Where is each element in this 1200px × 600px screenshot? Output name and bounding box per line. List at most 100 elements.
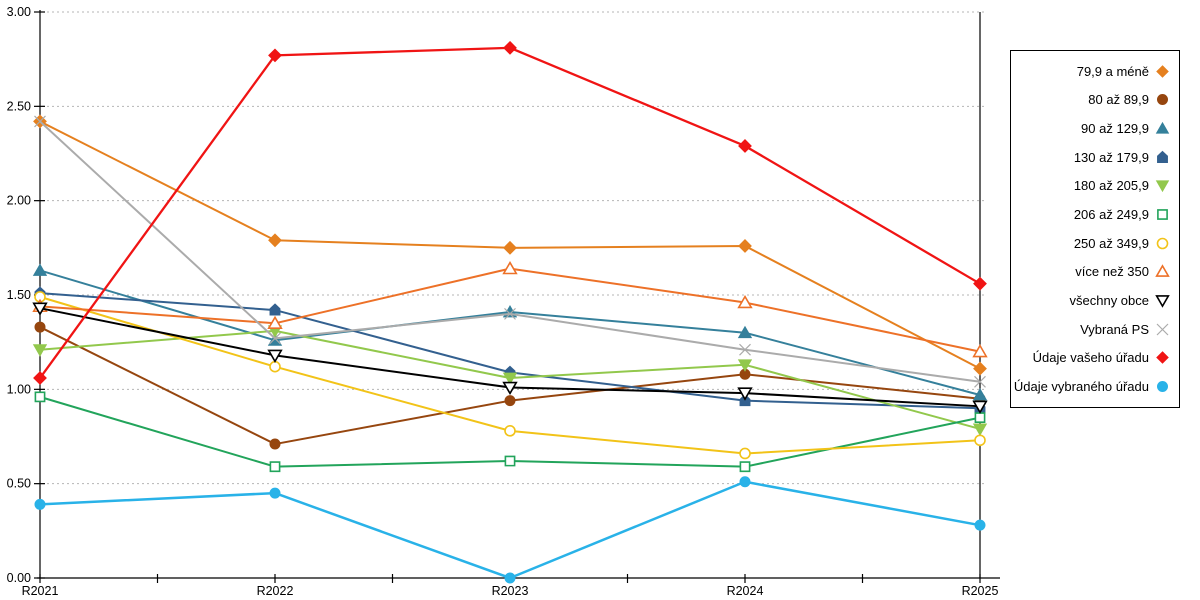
marker <box>972 387 988 401</box>
marker <box>974 519 986 531</box>
marker <box>1156 237 1169 250</box>
marker <box>32 302 48 316</box>
legend-item-label: 130 až 179,9 <box>1073 149 1149 165</box>
marker <box>269 487 281 499</box>
triangle-down-legend-icon <box>1155 180 1170 193</box>
x-tick-label: R2025 <box>962 584 999 598</box>
legend-item: 80 až 89,9 <box>1015 92 1171 107</box>
marker <box>34 321 46 333</box>
legend-item: 250 až 349,9 <box>1015 236 1171 251</box>
legend-item: 180 až 205,9 <box>1015 178 1171 193</box>
series-8 <box>32 302 988 414</box>
marker <box>32 263 48 276</box>
axes: 0.00 0.50 1.00 1.50 2.00 2.50 3.00 R2021 R2022 R2… <box>7 5 1000 598</box>
x-tick-label: R2023 <box>492 584 529 598</box>
legend-item-label: 90 až 129,9 <box>1081 121 1149 137</box>
legend-item: všechny obce <box>1015 293 1171 308</box>
marker <box>34 115 46 128</box>
marker <box>267 315 283 330</box>
marker <box>737 325 753 339</box>
diamond-legend-icon <box>1156 351 1169 365</box>
marker <box>269 303 281 316</box>
marker <box>737 387 753 401</box>
legend-item: Vybraná PS <box>1015 322 1171 337</box>
marker <box>1156 65 1169 78</box>
marker <box>269 461 281 473</box>
pentagon-legend-icon <box>1157 150 1168 163</box>
circle-legend-icon <box>1157 381 1168 393</box>
marker <box>1155 264 1170 278</box>
marker <box>1155 295 1170 308</box>
marker <box>973 276 987 291</box>
series-0 <box>33 114 987 376</box>
circle-legend-icon <box>1157 94 1168 106</box>
marker <box>739 447 751 460</box>
marker <box>1156 323 1169 336</box>
y-tick-label: 3.00 <box>7 5 31 19</box>
legend-item-label: 79,9 a méně <box>1076 63 1149 79</box>
legend-item: Údaje vašeho úřadu <box>1015 350 1171 365</box>
legend-item: 79,9 a méně <box>1015 64 1171 79</box>
marker <box>974 375 986 388</box>
marker <box>267 333 283 346</box>
marker <box>974 412 986 424</box>
x-legend-icon <box>1156 323 1169 336</box>
legend: 79,9 a méně 80 až 89,9 90 až 129,9 130 až 1… <box>1010 50 1180 408</box>
marker <box>32 344 48 357</box>
legend-item-label: 80 až 89,9 <box>1088 92 1149 108</box>
marker <box>1155 180 1170 193</box>
triangle-down-legend-icon <box>1155 295 1170 308</box>
series-9 <box>34 115 986 388</box>
marker <box>269 360 281 373</box>
marker <box>504 572 516 584</box>
marker <box>504 455 516 467</box>
x-tick-label: R2021 <box>22 584 59 598</box>
marker <box>34 498 46 510</box>
series-line <box>39 480 981 580</box>
legend-item: 90 až 129,9 <box>1015 121 1171 136</box>
marker <box>268 233 282 248</box>
series-10 <box>33 40 987 385</box>
marker <box>268 48 282 63</box>
marker <box>269 438 281 450</box>
gridlines <box>37 11 986 485</box>
marker <box>973 361 987 376</box>
triangle-up-legend-icon <box>1155 122 1170 134</box>
series-line <box>39 46 981 379</box>
marker <box>1157 209 1168 221</box>
x-tick-label: R2022 <box>257 584 294 598</box>
marker <box>503 40 517 55</box>
marker <box>1156 351 1169 365</box>
marker <box>737 359 753 372</box>
square-legend-icon <box>1157 209 1168 221</box>
marker <box>267 349 283 363</box>
marker <box>34 391 46 403</box>
marker <box>1157 94 1168 106</box>
marker <box>269 332 281 345</box>
marker <box>738 239 752 253</box>
y-tick-label: 2.50 <box>7 99 31 113</box>
legend-item-label: 180 až 205,9 <box>1073 178 1149 194</box>
marker <box>504 307 516 320</box>
legend-item: Údaje vybraného úřadu <box>1013 379 1171 395</box>
legend-item-label: Údaje vybraného úřadu <box>1013 379 1149 395</box>
marker <box>502 372 518 386</box>
circle-legend-icon <box>1156 237 1169 250</box>
series-11 <box>34 476 986 584</box>
y-tick-label: 0.50 <box>7 477 31 491</box>
legend-item-label: 206 až 249,9 <box>1073 207 1149 223</box>
x-tick-label: R2024 <box>727 584 764 598</box>
series-4 <box>32 325 988 436</box>
marker <box>739 476 751 488</box>
legend-item: více než 350 <box>1015 264 1171 279</box>
legend-item-label: Údaje vašeho úřadu <box>1032 350 1149 366</box>
marker <box>739 343 751 356</box>
triangle-up-legend-icon <box>1155 264 1170 278</box>
marker <box>974 434 986 447</box>
legend-item: 130 až 179,9 <box>1015 150 1171 165</box>
y-tick-label: 2.00 <box>7 194 31 208</box>
marker <box>1157 381 1168 393</box>
legend-item-label: 250 až 349,9 <box>1073 235 1149 251</box>
